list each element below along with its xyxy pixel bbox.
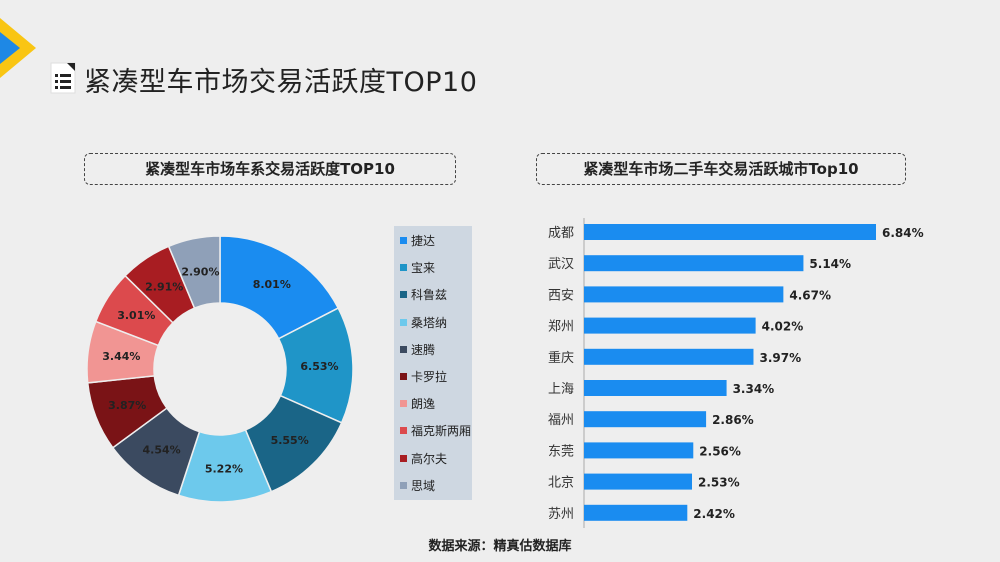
legend-label: 桑塔纳 bbox=[411, 315, 448, 330]
bar-value-label: 2.42% bbox=[693, 507, 735, 521]
legend-swatch bbox=[400, 454, 407, 462]
legend-label: 捷达 bbox=[411, 234, 436, 248]
bar-category-label: 武汉 bbox=[548, 257, 574, 272]
bar-category-label: 苏州 bbox=[548, 506, 574, 522]
bar-category-label: 西安 bbox=[548, 288, 574, 303]
legend-item: 速腾 bbox=[400, 340, 435, 360]
bar-value-label: 4.67% bbox=[789, 288, 831, 302]
bar bbox=[584, 317, 756, 334]
bar-value-label: 6.84% bbox=[882, 226, 924, 240]
legend-item: 宝来 bbox=[400, 258, 435, 278]
legend-label: 速腾 bbox=[411, 342, 436, 357]
legend-item: 朗逸 bbox=[400, 394, 435, 414]
donut-legend: 捷达宝来科鲁兹桑塔纳速腾卡罗拉朗逸福克斯两厢高尔夫思域 bbox=[394, 226, 472, 500]
legend-swatch bbox=[400, 237, 407, 244]
legend-swatch bbox=[400, 345, 407, 353]
bar-category-label: 福州 bbox=[548, 413, 574, 428]
donut-slice bbox=[219, 235, 340, 340]
legend-label: 卡罗拉 bbox=[411, 370, 448, 384]
document-list-icon bbox=[50, 62, 76, 94]
bar-value-label: 3.34% bbox=[733, 382, 775, 396]
donut-slice-label: 4.54% bbox=[143, 444, 181, 457]
legend-swatch bbox=[400, 291, 407, 299]
donut-slice-label: 3.01% bbox=[117, 309, 155, 322]
donut-slice-label: 8.01% bbox=[253, 278, 291, 291]
legend-label: 朗逸 bbox=[411, 397, 436, 412]
legend-swatch bbox=[400, 481, 407, 489]
bar-value-label: 4.02% bbox=[762, 320, 804, 334]
data-source-note: 数据来源：精真估数据库 bbox=[428, 539, 572, 554]
bar-value-label: 2.53% bbox=[698, 476, 740, 490]
legend-label: 高尔夫 bbox=[411, 451, 448, 466]
bar bbox=[584, 348, 754, 365]
legend-swatch bbox=[400, 427, 407, 435]
legend-swatch bbox=[400, 373, 407, 380]
bar bbox=[584, 442, 694, 459]
donut-slice-label: 3.87% bbox=[108, 399, 146, 412]
legend-swatch bbox=[400, 264, 407, 272]
bar-category-label: 北京 bbox=[548, 476, 574, 491]
donut-chart-title: 紧凑型车市场车系交易活跃度TOP10 bbox=[84, 153, 456, 185]
legend-label: 福克斯两厢 bbox=[411, 424, 472, 439]
donut-slice bbox=[167, 235, 221, 310]
legend-item: 思域 bbox=[400, 476, 435, 496]
legend-swatch bbox=[400, 318, 407, 326]
bar bbox=[584, 504, 688, 521]
bar bbox=[584, 411, 707, 428]
donut-slice-label: 6.53% bbox=[300, 360, 338, 373]
legend-item: 桑塔纳 bbox=[400, 313, 447, 333]
bar-value-label: 5.14% bbox=[809, 257, 851, 271]
bar-chart-title: 紧凑型车市场二手车交易活跃城市Top10 bbox=[536, 153, 906, 185]
legend-label: 思域 bbox=[411, 478, 436, 493]
bar-category-label: 重庆 bbox=[548, 350, 574, 366]
bar bbox=[584, 473, 693, 490]
page-title: 紧凑型车市场交易活跃度TOP10 bbox=[84, 67, 478, 98]
bar bbox=[584, 255, 804, 272]
legend-item: 福克斯两厢 bbox=[400, 421, 471, 441]
bar bbox=[584, 380, 727, 396]
legend-item: 高尔夫 bbox=[400, 449, 447, 469]
donut-slice-label: 5.55% bbox=[271, 434, 309, 447]
donut-slice-label: 2.91% bbox=[145, 281, 183, 294]
bar-category-label: 郑州 bbox=[548, 320, 574, 335]
legend-label: 宝来 bbox=[411, 261, 436, 276]
donut-slice-label: 5.22% bbox=[205, 462, 243, 475]
donut-slice-label: 2.90% bbox=[181, 265, 219, 278]
donut-slice-label: 3.44% bbox=[102, 350, 140, 363]
bar bbox=[584, 224, 876, 240]
legend-item: 科鲁兹 bbox=[400, 285, 447, 305]
legend-swatch bbox=[400, 400, 407, 408]
bar-category-label: 上海 bbox=[548, 382, 574, 397]
bar-value-label: 2.56% bbox=[699, 444, 741, 458]
bar bbox=[584, 286, 784, 303]
legend-item: 卡罗拉 bbox=[400, 367, 447, 387]
bar-value-label: 3.97% bbox=[759, 351, 801, 365]
brand-logo-icon bbox=[0, 18, 36, 78]
bar-value-label: 2.86% bbox=[712, 413, 754, 427]
legend-label: 科鲁兹 bbox=[411, 288, 448, 303]
bar-category-label: 东莞 bbox=[548, 444, 574, 459]
bar-category-label: 成都 bbox=[548, 226, 574, 241]
legend-item: 捷达 bbox=[400, 231, 435, 251]
